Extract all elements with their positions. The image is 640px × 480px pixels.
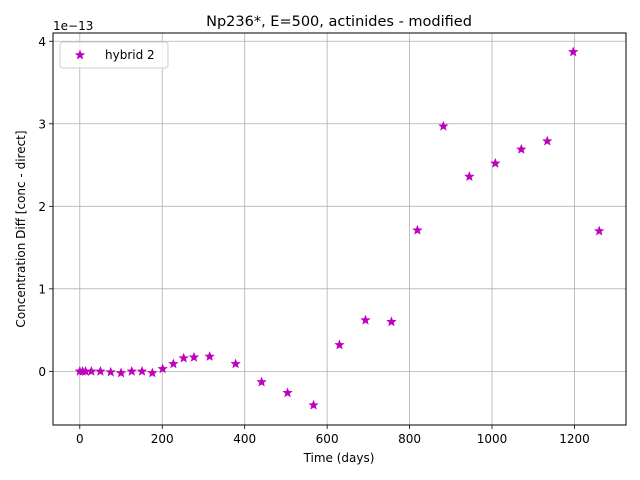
data-point <box>464 171 475 181</box>
data-point <box>115 367 127 378</box>
data-point <box>334 339 345 350</box>
data-point <box>188 351 200 362</box>
data-point <box>490 157 501 168</box>
data-point <box>95 365 106 376</box>
data-point <box>178 352 189 363</box>
data-point <box>86 365 97 376</box>
legend: hybrid 2 <box>59 41 169 69</box>
data-point <box>308 399 319 410</box>
data-point <box>147 367 158 378</box>
data-point <box>594 225 605 236</box>
legend-box <box>59 41 169 69</box>
data-point <box>360 314 371 325</box>
y-tick-label: 4 <box>38 35 46 49</box>
x-tick-label: 0 <box>76 432 84 446</box>
data-point <box>230 358 241 369</box>
data-point <box>126 365 137 376</box>
data-point <box>157 363 168 374</box>
data-point <box>256 376 267 387</box>
data-point <box>168 358 179 369</box>
data-point <box>204 351 215 361</box>
x-axis-label: Time (days) <box>303 451 375 465</box>
data-points <box>74 46 605 410</box>
data-point <box>438 120 449 131</box>
x-tick-label: 600 <box>316 432 339 446</box>
y-tick-label: 2 <box>38 200 46 214</box>
y-axis-offset-label: 1e−13 <box>53 19 93 33</box>
data-point <box>542 135 553 146</box>
data-point <box>516 143 527 154</box>
y-tick-label: 3 <box>38 117 46 131</box>
y-axis-label: Concentration Diff [conc - direct] <box>14 130 28 327</box>
y-tick-label: 0 <box>38 365 46 379</box>
data-point <box>282 387 293 398</box>
data-point <box>386 316 397 327</box>
data-point <box>568 46 579 57</box>
data-point <box>105 366 116 377</box>
data-point <box>136 365 148 376</box>
legend-label: hybrid 2 <box>105 48 155 62</box>
y-tick-label: 1 <box>38 282 46 296</box>
data-point <box>412 224 423 235</box>
axis-ticks: 0 200 400 600 800 1000 1200 0 1 2 3 4 <box>38 35 589 446</box>
x-tick-label: 800 <box>398 432 421 446</box>
x-tick-label: 200 <box>151 432 174 446</box>
legend-star-marker <box>74 49 86 60</box>
plot-area-frame <box>52 32 627 426</box>
chart-title: Np236*, E=500, actinides - modified <box>206 14 472 30</box>
x-tick-label: 400 <box>233 432 256 446</box>
x-tick-label: 1200 <box>559 432 590 446</box>
x-tick-label: 1000 <box>477 432 508 446</box>
grid <box>53 33 626 425</box>
